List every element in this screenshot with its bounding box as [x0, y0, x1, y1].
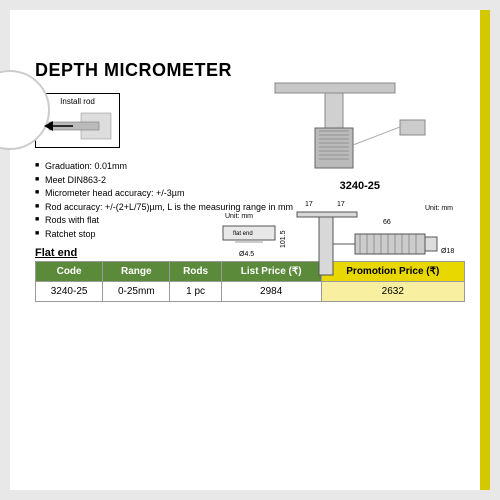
cell-code: 3240-25: [36, 282, 103, 302]
col-rods: Rods: [170, 262, 221, 282]
unit-left: Unit: mm: [225, 213, 253, 220]
model-number: 3240-25: [340, 180, 380, 192]
dim-17a: 17: [305, 201, 313, 208]
install-icon: [39, 109, 117, 144]
dim-17b: 17: [337, 201, 345, 208]
unit-right: Unit: mm: [425, 205, 453, 212]
side-accent-bar: [480, 10, 490, 490]
cell-range: 0-25mm: [103, 282, 170, 302]
col-code: Code: [36, 262, 103, 282]
product-page: DEPTH MICROMETER Install rod Graduation:…: [10, 10, 490, 490]
product-photo: [245, 65, 435, 175]
flat-end-label: flat end: [233, 231, 253, 237]
install-label: Install rod: [39, 97, 116, 106]
dim-h: 101.5: [280, 230, 287, 248]
technical-drawing: Unit: mm flat end Ø4.5 17 17 Unit: mm 66…: [215, 198, 455, 293]
dim-18: Ø18: [441, 248, 454, 255]
cell-rods: 1 pc: [170, 282, 221, 302]
col-range: Range: [103, 262, 170, 282]
dim-66: 66: [383, 219, 391, 226]
spec-item: Meet DIN863-2: [35, 174, 465, 188]
dim-45: Ø4.5: [239, 251, 254, 258]
